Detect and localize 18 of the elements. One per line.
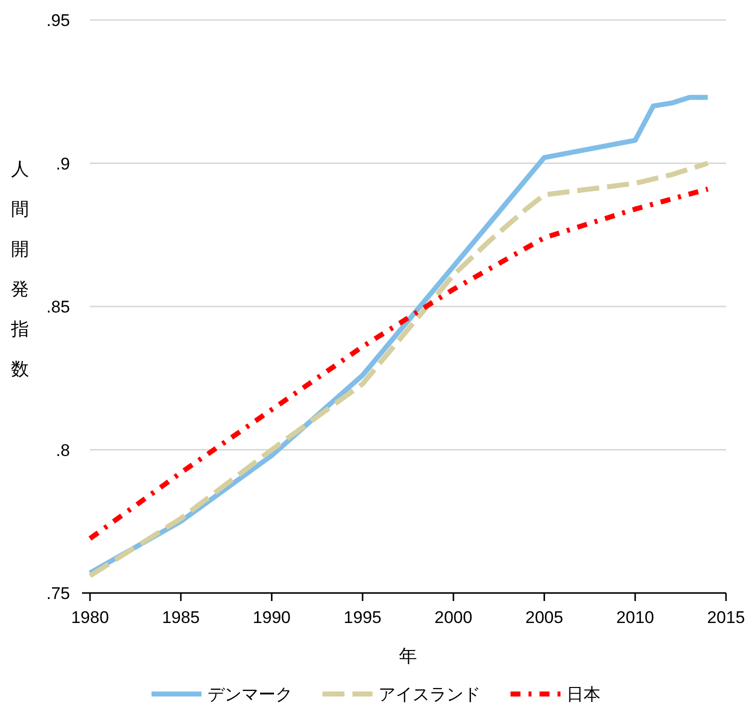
y-tick-label: .85 — [46, 298, 70, 316]
x-tick-label: 1985 — [162, 608, 200, 627]
x-tick-label: 1990 — [252, 608, 291, 627]
y-tick-label: .75 — [46, 584, 70, 603]
y-tick-label: .8 — [56, 440, 70, 460]
y-axis-title: 人間開発指数 — [10, 159, 29, 379]
legend-label: アイスランド — [378, 685, 480, 704]
x-tick-label: 1995 — [344, 608, 382, 627]
y-tick-label: .95 — [46, 11, 70, 30]
x-tick-label: 1980 — [71, 608, 109, 627]
x-tick-label: 2005 — [525, 608, 564, 627]
x-tick-label: 2010 — [616, 608, 654, 627]
x-tick-label: 2000 — [434, 608, 472, 627]
legend-label: 日本 — [566, 685, 600, 704]
x-axis-title: 年 — [399, 646, 417, 666]
legend-label: デンマーク — [208, 685, 292, 704]
x-tick-label: 2015 — [707, 608, 745, 627]
y-tick-label: .9 — [56, 154, 70, 174]
